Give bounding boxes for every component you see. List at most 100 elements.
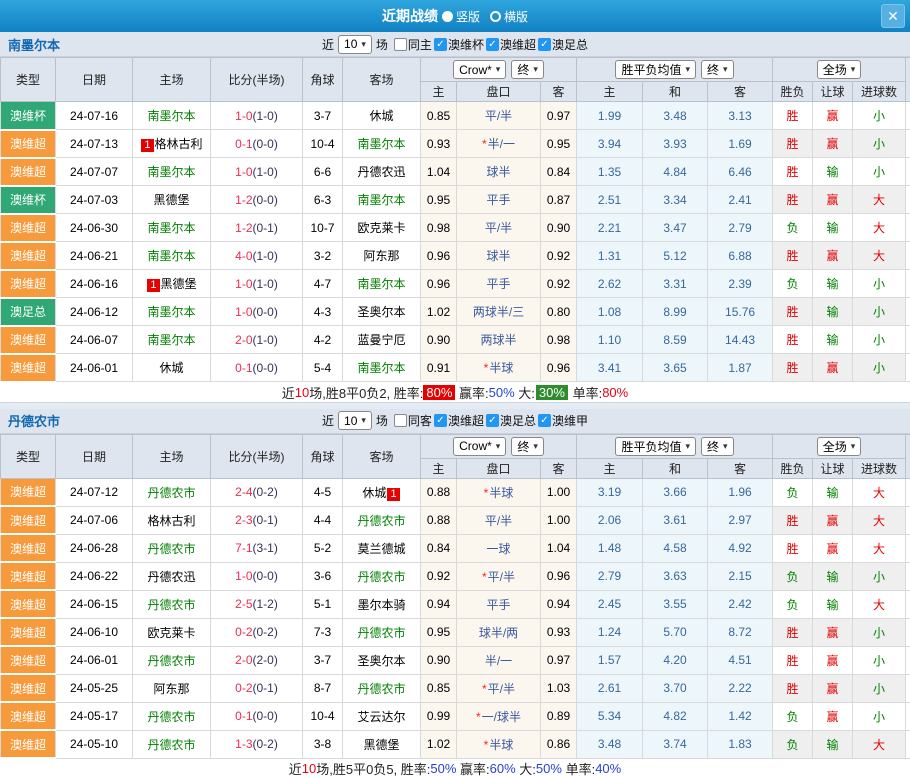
results-table-1: 类型 日期 主场 比分(半场) 角球 客场 Crow*▾ 终▾ 胜平负均值▾ 终… bbox=[0, 57, 910, 383]
home-team: 南墨尔本 bbox=[133, 158, 211, 186]
radio-horizontal-layout[interactable]: 横版 bbox=[490, 8, 528, 25]
filter-check-同客: 同客 bbox=[394, 412, 432, 429]
avg-home-odds: 3.94 bbox=[577, 130, 643, 158]
home-odds: 0.93 bbox=[421, 130, 457, 158]
odds-state-value: 终 bbox=[517, 61, 529, 78]
away-team: 南墨尔本 bbox=[343, 270, 421, 298]
avg-type-select[interactable]: 胜平负均值▾ bbox=[615, 437, 696, 456]
summary-segment: 赢率: bbox=[455, 383, 488, 402]
avg-away-odds: 15.76 bbox=[708, 298, 773, 326]
handicap-text: 平手 bbox=[486, 598, 510, 612]
competition-badge: 澳维杯 bbox=[1, 186, 56, 214]
filter-check-澳维超: 澳维超 bbox=[434, 412, 484, 429]
away-team-name: 休城 bbox=[362, 486, 386, 500]
odds-state-select[interactable]: 终▾ bbox=[511, 437, 544, 456]
avg-state-value: 终 bbox=[707, 61, 719, 78]
col-header-date: 日期 bbox=[56, 434, 133, 478]
checkbox-checked-icon[interactable] bbox=[538, 38, 551, 51]
corner-count: 3-8 bbox=[303, 730, 343, 758]
radio-selected-icon[interactable] bbox=[442, 11, 453, 22]
avg-draw-odds: 3.65 bbox=[643, 354, 708, 382]
handicap-result: 赢 bbox=[813, 354, 853, 382]
odds-state-select[interactable]: 终▾ bbox=[511, 60, 544, 79]
home-odds: 1.02 bbox=[421, 730, 457, 758]
fulltime-score: 0-1 bbox=[235, 709, 252, 723]
fulltime-score: 0-1 bbox=[235, 137, 252, 151]
checkbox-checked-icon[interactable] bbox=[486, 38, 499, 51]
match-count-select[interactable]: 10▾ bbox=[338, 411, 372, 430]
section-filterbar-away-team: 丹德农市 近 10▾ 场 同客澳维超澳足总澳维甲 bbox=[0, 409, 910, 434]
checkbox-checked-icon[interactable] bbox=[538, 414, 551, 427]
halftime-score: (1-0) bbox=[253, 249, 278, 263]
radio-unselected-icon[interactable] bbox=[490, 11, 501, 22]
scope-select[interactable]: 全场▾ bbox=[817, 437, 862, 456]
fulltime-score: 7-1 bbox=[235, 541, 252, 555]
handicap-result: 赢 bbox=[813, 506, 853, 534]
fulltime-score: 1-2 bbox=[235, 221, 252, 235]
match-date: 24-05-10 bbox=[56, 730, 133, 758]
home-team-name: 丹德农市 bbox=[147, 710, 195, 724]
away-odds: 0.86 bbox=[541, 730, 577, 758]
handicap-result: 输 bbox=[813, 562, 853, 590]
goals-over-under: 小 bbox=[853, 674, 906, 702]
home-team-name: 丹德农市 bbox=[147, 542, 195, 556]
radio-vertical-layout[interactable]: 竖版 bbox=[442, 8, 480, 25]
away-odds: 0.98 bbox=[541, 326, 577, 354]
goals-over-under: 大 bbox=[853, 590, 906, 618]
corner-count: 10-7 bbox=[303, 214, 343, 242]
away-odds: 0.93 bbox=[541, 618, 577, 646]
close-icon[interactable]: ✕ bbox=[881, 4, 905, 28]
handicap: *半/一 bbox=[457, 130, 541, 158]
match-count-select[interactable]: 10▾ bbox=[338, 35, 372, 54]
avg-draw-odds: 3.66 bbox=[643, 478, 708, 506]
away-odds: 0.89 bbox=[541, 702, 577, 730]
underdog-star-icon: * bbox=[482, 570, 487, 584]
home-team: 1格林古利 bbox=[133, 130, 211, 158]
checkbox-checked-icon[interactable] bbox=[434, 38, 447, 51]
away-team-name: 莫兰德城 bbox=[357, 542, 405, 556]
checkbox-checked-icon[interactable] bbox=[434, 414, 447, 427]
handicap-text: 球半 bbox=[486, 249, 510, 263]
avg-state-select[interactable]: 终▾ bbox=[701, 437, 734, 456]
avg-state-select[interactable]: 终▾ bbox=[701, 60, 734, 79]
match-date: 24-07-07 bbox=[56, 158, 133, 186]
match-date: 24-07-03 bbox=[56, 186, 133, 214]
filler-cell bbox=[906, 674, 910, 702]
recent-results-dialog: 近期战绩 竖版 横版 ✕ 南墨尔本 近 10▾ 场 同主澳维杯澳维超澳足总 bbox=[0, 0, 910, 778]
match-row: 澳维超 24-06-28 丹德农市 7-1(3-1) 5-2 莫兰德城 0.84… bbox=[1, 534, 910, 562]
competition-badge: 澳维超 bbox=[1, 590, 56, 618]
checkbox-unchecked-icon[interactable] bbox=[394, 38, 407, 51]
avg-home-odds: 1.10 bbox=[577, 326, 643, 354]
away-team-name: 欧克莱卡 bbox=[357, 221, 405, 235]
radio-horizontal-label: 横版 bbox=[504, 8, 528, 25]
avg-away-odds: 2.22 bbox=[708, 674, 773, 702]
subheader-avg-draw: 和 bbox=[643, 82, 708, 102]
corner-count: 3-7 bbox=[303, 646, 343, 674]
odds-company-select[interactable]: Crow*▾ bbox=[453, 437, 506, 456]
avg-away-odds: 1.42 bbox=[708, 702, 773, 730]
avg-draw-odds: 8.59 bbox=[643, 326, 708, 354]
checkbox-unchecked-icon[interactable] bbox=[394, 414, 407, 427]
scope-select[interactable]: 全场▾ bbox=[817, 60, 862, 79]
checkbox-checked-icon[interactable] bbox=[486, 414, 499, 427]
checkbox-label: 澳维杯 bbox=[448, 36, 484, 53]
handicap-result: 输 bbox=[813, 590, 853, 618]
summary-segment: 赢率: bbox=[456, 759, 489, 778]
summary-segment: 50% bbox=[430, 761, 456, 776]
away-team-name: 艾云达尔 bbox=[357, 710, 405, 724]
avg-draw-odds: 4.20 bbox=[643, 646, 708, 674]
subheader-let: 让球 bbox=[813, 458, 853, 478]
away-team-name: 墨尔本骑 bbox=[357, 598, 405, 612]
win-loss-result: 负 bbox=[773, 478, 813, 506]
competition-badge: 澳维超 bbox=[1, 478, 56, 506]
chevron-down-icon: ▾ bbox=[686, 441, 691, 452]
corner-count: 10-4 bbox=[303, 130, 343, 158]
avg-type-select[interactable]: 胜平负均值▾ bbox=[615, 60, 696, 79]
fulltime-score: 1-0 bbox=[235, 569, 252, 583]
home-team: 丹德农迅 bbox=[133, 562, 211, 590]
handicap-text: 平手 bbox=[486, 277, 510, 291]
odds-company-select[interactable]: Crow*▾ bbox=[453, 60, 506, 79]
summary-segment: 80% bbox=[602, 385, 628, 400]
home-team-name: 南墨尔本 bbox=[147, 333, 195, 347]
away-odds: 0.92 bbox=[541, 242, 577, 270]
